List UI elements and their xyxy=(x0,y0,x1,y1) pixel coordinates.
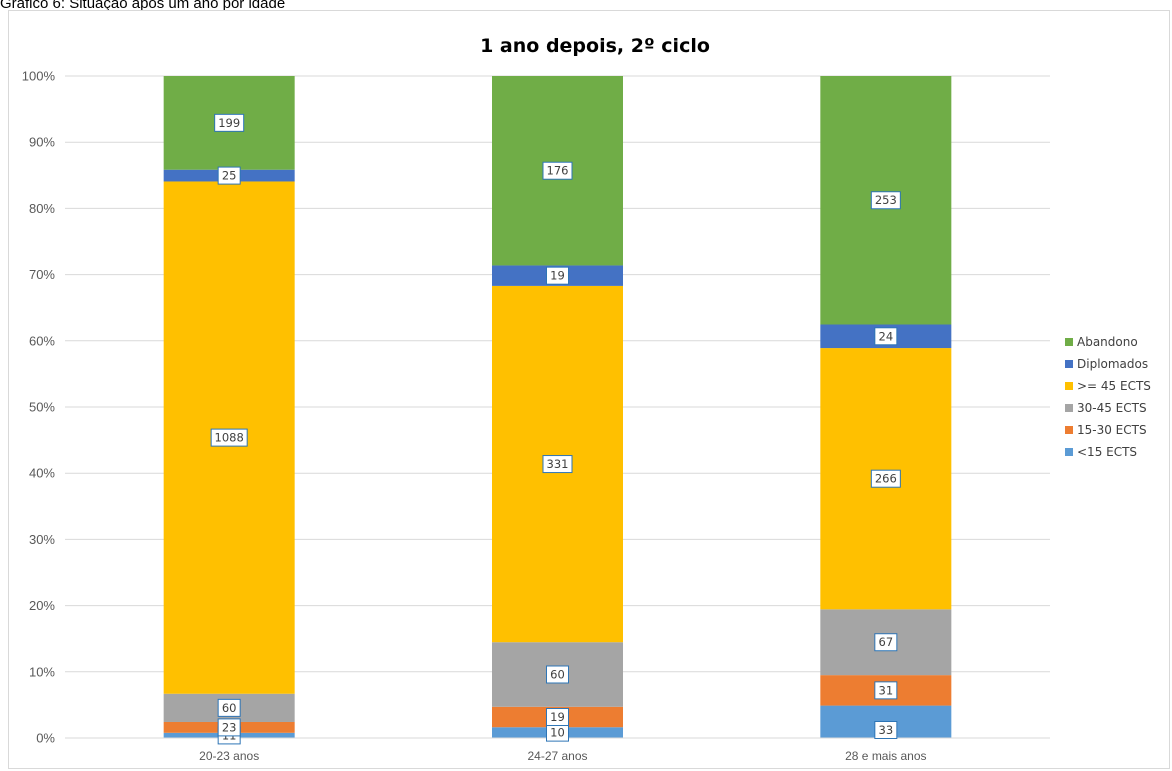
legend: Abandono Diplomados >= 45 ECTS 30-45 ECTS 15… xyxy=(1065,335,1151,459)
x-tick-label: 20-23 anos xyxy=(199,749,259,763)
legend-label: <15 ECTS xyxy=(1077,445,1137,459)
data-label: 253 xyxy=(870,191,901,210)
data-label-box xyxy=(217,166,241,185)
data-label-text: 331 xyxy=(547,457,569,471)
y-tick-label: 40% xyxy=(29,466,55,481)
data-label: 23 xyxy=(217,718,241,737)
x-tick-label: 24-27 anos xyxy=(527,749,587,763)
data-label: 31 xyxy=(874,681,898,700)
data-label-text: 33 xyxy=(879,723,894,737)
legend-label: Abandono xyxy=(1077,335,1138,349)
data-label-text: 19 xyxy=(550,269,565,283)
y-tick-label: 100% xyxy=(22,69,56,84)
legend-swatch xyxy=(1065,448,1073,456)
data-label-text: 67 xyxy=(879,635,894,649)
data-label-box xyxy=(546,708,569,727)
data-label-text: 19 xyxy=(550,710,565,724)
legend-label: >= 45 ECTS xyxy=(1077,379,1151,393)
data-label-text: 60 xyxy=(222,701,237,715)
data-label-box xyxy=(210,428,248,447)
data-label-box xyxy=(546,665,569,684)
legend-item: Abandono xyxy=(1065,335,1138,349)
y-tick-label: 10% xyxy=(29,664,55,679)
legend-swatch xyxy=(1065,404,1073,412)
data-label: 266 xyxy=(870,469,901,488)
data-label-box xyxy=(542,161,573,180)
data-label-box xyxy=(217,718,241,737)
x-axis: 20-23 anos 24-27 anos 28 e mais anos xyxy=(65,737,1050,763)
data-label-text: 60 xyxy=(550,667,565,681)
legend-swatch xyxy=(1065,338,1073,346)
data-label-box xyxy=(217,698,241,717)
data-label-box xyxy=(874,721,898,739)
data-label-text: 199 xyxy=(218,116,240,130)
y-tick-label: 0% xyxy=(36,731,55,746)
x-tick-label: 28 e mais anos xyxy=(845,749,926,763)
y-tick-label: 70% xyxy=(29,267,55,282)
legend-swatch xyxy=(1065,426,1073,434)
legend-label: 15-30 ECTS xyxy=(1077,423,1147,437)
data-label-text: 10 xyxy=(550,726,565,740)
data-label-text: 266 xyxy=(875,472,897,486)
y-tick-label: 30% xyxy=(29,532,55,547)
data-label-text: 1088 xyxy=(215,431,244,445)
data-label-box xyxy=(874,681,898,700)
data-label: 60 xyxy=(217,698,241,717)
y-tick-label: 20% xyxy=(29,598,55,613)
data-label: 19 xyxy=(546,266,569,285)
data-label: 199 xyxy=(214,113,245,132)
data-labels: 1123601088251991019603311917633316726624… xyxy=(210,113,901,745)
y-tick-label: 80% xyxy=(29,201,55,216)
data-label: 1088 xyxy=(210,428,248,447)
legend-item: <15 ECTS xyxy=(1065,445,1137,459)
data-label: 33 xyxy=(874,721,898,739)
legend-item: 15-30 ECTS xyxy=(1065,423,1147,437)
legend-item: Diplomados xyxy=(1065,357,1148,371)
data-label-box xyxy=(546,266,569,285)
legend-label: Diplomados xyxy=(1077,357,1148,371)
legend-item: >= 45 ECTS xyxy=(1065,379,1151,393)
data-label: 10 xyxy=(546,723,569,742)
data-label-text: 23 xyxy=(222,720,237,734)
data-label-box xyxy=(870,191,901,210)
legend-swatch xyxy=(1065,360,1073,368)
data-label-box xyxy=(542,455,573,474)
data-label-text: 25 xyxy=(222,169,237,183)
data-label-box xyxy=(874,633,898,652)
data-label: 60 xyxy=(546,665,569,684)
data-label: 24 xyxy=(874,327,898,346)
y-tick-label: 60% xyxy=(29,333,55,348)
legend-item: 30-45 ECTS xyxy=(1065,401,1147,415)
data-label-text: 176 xyxy=(547,164,569,178)
data-label: 25 xyxy=(217,166,241,185)
legend-swatch xyxy=(1065,382,1073,390)
data-label: 67 xyxy=(874,633,898,652)
data-label: 176 xyxy=(542,161,573,180)
y-axis: 0% 10% 20% 30% 40% 50% 60% 70% 80% 90% 100% xyxy=(22,69,56,746)
data-label-box xyxy=(214,113,245,132)
legend-label: 30-45 ECTS xyxy=(1077,401,1147,415)
data-label-text: 253 xyxy=(875,193,897,207)
data-label-text: 31 xyxy=(879,683,894,697)
data-label-box xyxy=(870,469,901,488)
data-label-text: 24 xyxy=(879,329,894,343)
y-tick-label: 90% xyxy=(29,135,55,150)
chart-title: 1 ano depois, 2º ciclo xyxy=(480,35,710,57)
figure-caption: Gráfico 6: Situação após um ano por idad… xyxy=(0,0,286,12)
data-label: 19 xyxy=(546,708,569,727)
data-label-box xyxy=(874,327,898,346)
y-tick-label: 50% xyxy=(29,400,55,415)
data-label: 331 xyxy=(542,455,573,474)
